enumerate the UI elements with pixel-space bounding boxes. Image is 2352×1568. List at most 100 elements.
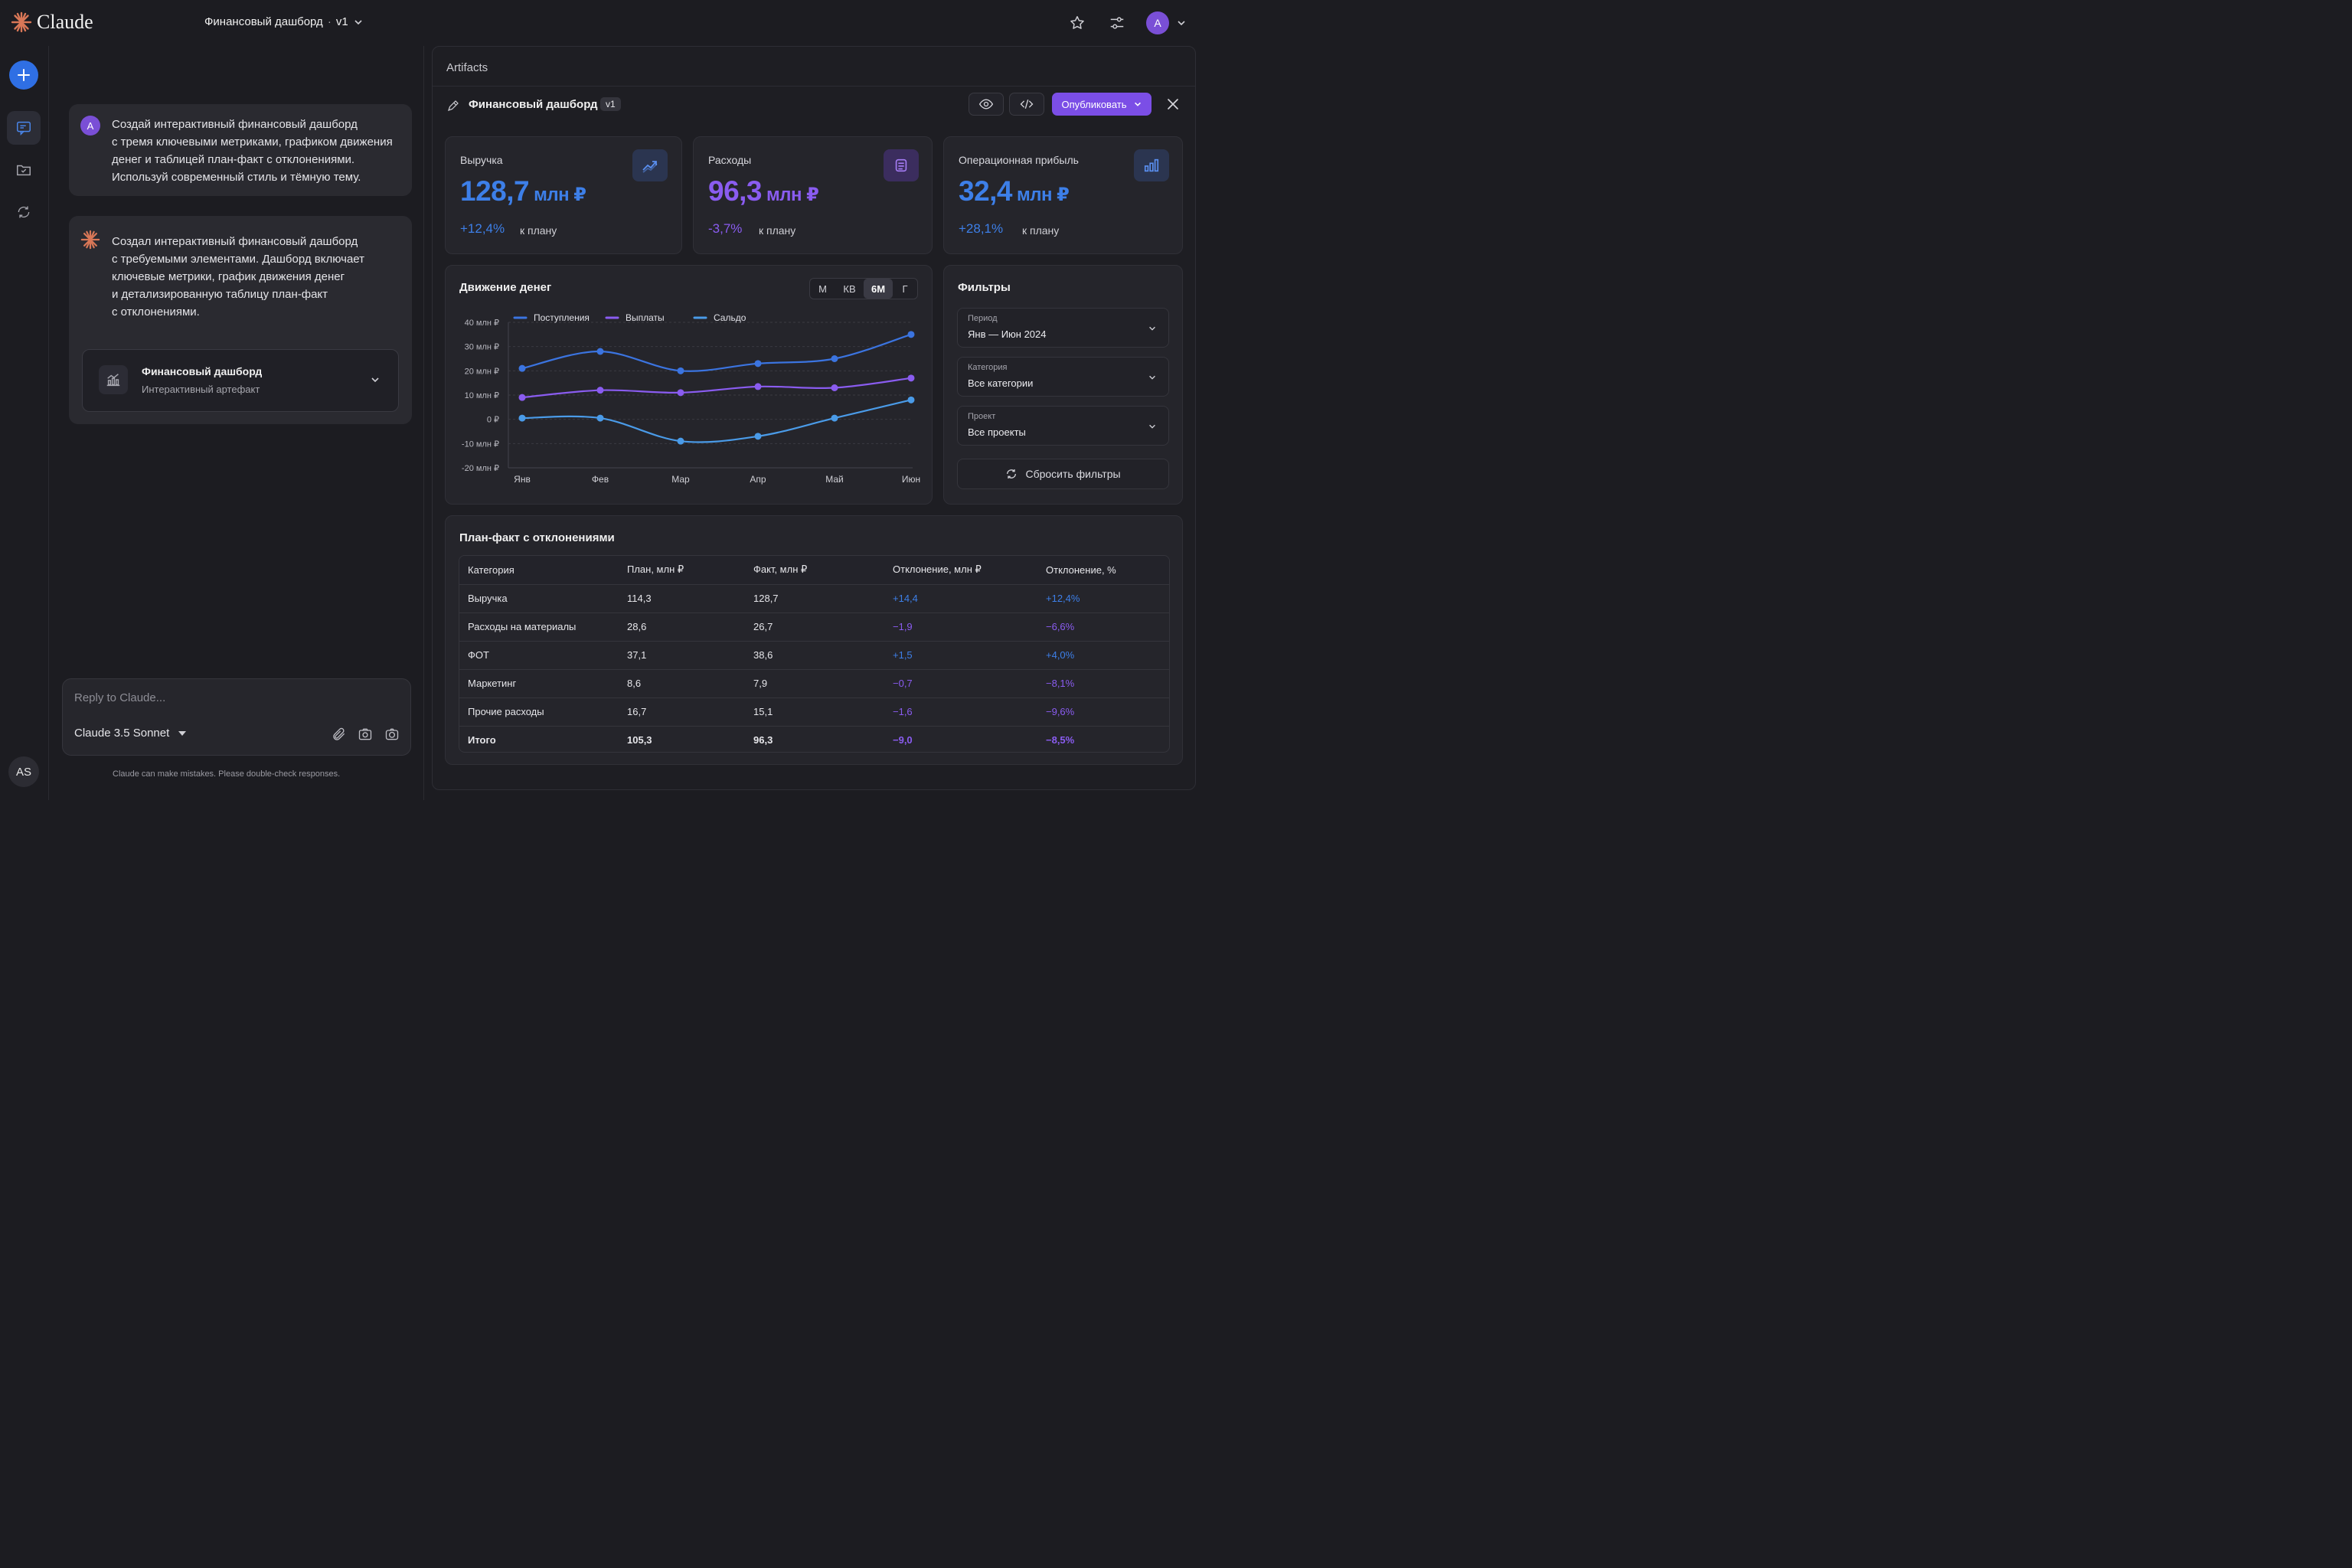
reply-input[interactable] (74, 691, 396, 704)
table-cell: −8,5% (1046, 734, 1075, 746)
column-header[interactable]: Факт, млн ₽ (745, 556, 884, 585)
settings-sliders-icon[interactable] (1109, 15, 1125, 31)
model-selector[interactable]: Claude 3.5 Sonnet (74, 727, 187, 740)
plan-fact-table-wrapper: Категория План, млн ₽ Факт, млн ₽ Отклон… (459, 555, 1170, 753)
chevron-down-icon[interactable] (1176, 18, 1187, 28)
column-header[interactable]: Отклонение, % (1037, 556, 1169, 585)
table-row[interactable]: ФОТ 37,1 38,6 +1,5 +4,0% (459, 641, 1169, 670)
table-row[interactable]: Выручка 114,3 128,7 +14,4 +12,4% (459, 584, 1169, 613)
projects-nav-button[interactable] (7, 153, 41, 187)
data-point (754, 383, 762, 390)
cashflow-card: Движение денег М КВ 6М Г 40 млн ₽ 30 млн … (445, 265, 933, 505)
artifact-version-badge[interactable]: v1 (600, 97, 621, 111)
metric-number: 32,4 (959, 175, 1013, 207)
table-cell: −0,7 (884, 669, 1037, 698)
plus-icon (18, 69, 30, 81)
table-row[interactable]: Расходы на материалы 28,6 26,7 −1,9 −6,6… (459, 612, 1169, 642)
metric-label: Операционная прибыль (959, 154, 1079, 166)
metric-unit: млн ₽ (766, 185, 819, 205)
table-row[interactable]: Маркетинг 8,6 7,9 −0,7 −8,1% (459, 669, 1169, 698)
conversation-version: v1 (335, 15, 348, 28)
folder-icon (17, 165, 31, 176)
metric-number: 128,7 (460, 175, 530, 207)
close-icon[interactable] (1166, 97, 1180, 111)
reset-filters-label: Сбросить фильтры (1025, 468, 1121, 480)
data-point (677, 367, 684, 374)
table-cell: +12,4% (1037, 584, 1169, 613)
table-row[interactable]: Прочие расходы 16,7 15,1 −1,6 −9,6% (459, 697, 1169, 727)
publish-button[interactable]: Опубликовать (1052, 93, 1152, 116)
x-tick-label: Июн (902, 474, 920, 485)
filter-value: Все категории (968, 377, 1034, 389)
column-header[interactable]: Категория (459, 556, 619, 585)
y-tick-label: 40 млн ₽ (465, 318, 499, 328)
data-point (907, 374, 915, 382)
period-option[interactable]: М (818, 283, 827, 295)
paperclip-icon[interactable] (332, 727, 347, 742)
conversation-title-text: Финансовый дашборд (204, 15, 323, 28)
data-point (907, 396, 915, 403)
conversation-title[interactable]: Финансовый дашборд · v1 (204, 15, 364, 28)
metric-delta: +28,1% (959, 221, 1004, 236)
table-total-row[interactable]: Итого 105,3 96,3 −9,0 −8,5% (459, 726, 1169, 752)
new-chat-button[interactable] (9, 60, 38, 90)
table-cell: 37,1 (619, 641, 745, 670)
project-filter[interactable]: Проект Все проекты (957, 406, 1169, 446)
x-tick-label: Мар (671, 474, 690, 485)
metric-card-revenue: Выручка 128,7 млн ₽ +12,4% к плану (445, 136, 682, 254)
screenshot-icon[interactable] (358, 727, 373, 742)
preview-button[interactable] (969, 93, 1004, 116)
chat-column: A Создай интерактивный финансовый дашбор… (49, 46, 424, 800)
claude-logo[interactable]: Claude (11, 11, 93, 34)
period-option-active[interactable]: 6М (864, 279, 893, 299)
category-filter[interactable]: Категория Все категории (957, 357, 1169, 397)
history-nav-button[interactable] (7, 195, 41, 229)
artifacts-panel: Artifacts Финансовый дашборд v1 Опублико… (432, 46, 1196, 790)
x-tick-label: Фев (592, 474, 609, 485)
table-cell: Итого (468, 734, 496, 746)
reset-filters-button[interactable]: Сбросить фильтры (957, 459, 1169, 489)
table-cell: +1,5 (884, 641, 1037, 670)
metric-unit: млн ₽ (534, 185, 586, 205)
chevron-down-icon[interactable] (370, 374, 381, 385)
data-point (596, 414, 604, 422)
left-rail: AS (0, 46, 49, 800)
column-header[interactable]: План, млн ₽ (619, 556, 745, 585)
period-option[interactable]: КВ (843, 283, 856, 295)
title-separator: · (327, 15, 332, 28)
legend-label: Сальдо (714, 312, 746, 323)
period-filter[interactable]: Период Янв — Июн 2024 (957, 308, 1169, 348)
pen-icon (448, 100, 459, 111)
logo-text: Claude (37, 11, 93, 33)
caret-down-icon (178, 730, 187, 736)
table-cell: Прочие расходы (459, 697, 619, 727)
assistant-message: Создал интерактивный финансовый дашборд … (69, 216, 412, 424)
chevron-down-icon (1149, 375, 1155, 380)
data-point (518, 364, 526, 372)
code-icon (1020, 99, 1034, 109)
table-cell: +4,0% (1037, 641, 1169, 670)
chats-nav-button[interactable] (7, 111, 41, 145)
user-avatar[interactable]: A (1146, 11, 1169, 34)
y-tick-label: 10 млн ₽ (465, 391, 499, 400)
artifact-card[interactable]: Финансовый дашборд Интерактивный артефак… (82, 349, 399, 412)
artifact-chart-icon (99, 365, 128, 394)
star-icon[interactable] (1069, 15, 1086, 31)
table-cell: 38,6 (745, 641, 884, 670)
table-cell: 28,6 (619, 612, 745, 642)
metric-unit: млн ₽ (1017, 185, 1070, 205)
period-toggle: М КВ 6М Г (809, 278, 918, 299)
camera-icon[interactable] (384, 727, 400, 742)
data-point (754, 360, 762, 368)
period-option[interactable]: Г (902, 283, 908, 295)
column-header[interactable]: Отклонение, млн ₽ (884, 556, 1037, 585)
chevron-down-icon (1134, 102, 1141, 106)
table-cell: −9,0 (893, 734, 913, 746)
y-tick-label: 0 ₽ (487, 416, 499, 425)
model-name: Claude 3.5 Sonnet (74, 727, 170, 740)
y-tick-label: 30 млн ₽ (465, 343, 499, 352)
account-avatar[interactable]: AS (8, 756, 39, 787)
table-cell: Расходы на материалы (459, 612, 619, 642)
table-cell: −8,1% (1037, 669, 1169, 698)
code-button[interactable] (1009, 93, 1044, 116)
